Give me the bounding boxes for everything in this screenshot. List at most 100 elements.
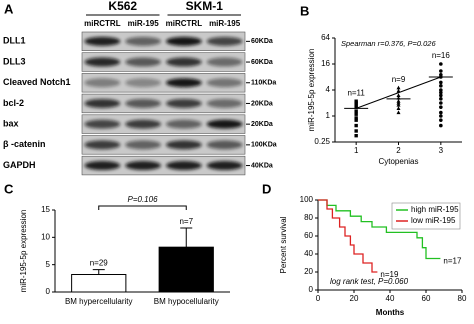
- x-tick-label: 0: [316, 294, 321, 303]
- blot-band: [206, 140, 243, 150]
- size-label: 60KDa: [251, 59, 273, 66]
- survival-line: [318, 199, 441, 260]
- panel-label: C: [4, 181, 14, 196]
- point: [354, 116, 358, 120]
- protein-label: bax: [3, 119, 19, 129]
- point: [439, 80, 443, 85]
- point: [396, 85, 401, 90]
- x-tick-label: 3: [439, 146, 444, 155]
- blot-band: [84, 36, 121, 46]
- x-tick-label: 80: [458, 294, 467, 303]
- point: [396, 88, 401, 93]
- point: [354, 112, 358, 116]
- legend-label: high miR-195: [411, 205, 459, 214]
- y-tick-label: 60: [304, 231, 313, 240]
- blot-band: [206, 119, 243, 129]
- point: [439, 123, 443, 128]
- x-tick-label: 60: [422, 294, 431, 303]
- point: [354, 101, 358, 105]
- blot-band: [165, 161, 202, 171]
- y-tick-label: 100: [300, 195, 314, 204]
- point: [396, 93, 401, 97]
- x-tick-label: BM hypercellularity: [65, 297, 133, 306]
- x-tick-label: 1: [354, 146, 359, 155]
- point: [439, 90, 443, 95]
- blot-band: [165, 36, 202, 46]
- y-tick-label: 64: [321, 33, 330, 42]
- y-tick-label: 5: [46, 260, 51, 269]
- blot-band: [125, 119, 162, 129]
- blot-band: [125, 57, 162, 67]
- blot-band: [165, 98, 202, 108]
- blot-band: [206, 57, 243, 67]
- point: [354, 123, 358, 128]
- point: [396, 106, 401, 110]
- point: [354, 129, 358, 133]
- x-tick-label: BM hypocellularity: [154, 297, 219, 306]
- point: [354, 103, 358, 107]
- point: [439, 114, 443, 118]
- panel-label: B: [300, 3, 309, 18]
- survival-line: [318, 199, 378, 273]
- lane-label: miR-195: [209, 19, 241, 28]
- error-bar: [180, 227, 193, 248]
- y-tick-label: 1: [326, 111, 331, 120]
- end-label: n=17: [443, 257, 462, 266]
- point: [354, 133, 358, 138]
- legend-label: low miR-195: [411, 216, 456, 225]
- point: [439, 88, 443, 92]
- point: [396, 102, 401, 107]
- annotation: Spearman r=0.376, P=0.026: [341, 39, 436, 48]
- point: [439, 93, 443, 98]
- point: [439, 118, 443, 122]
- size-label: 60KDa: [251, 38, 273, 45]
- y-tick-label: 4: [326, 85, 331, 94]
- point: [354, 118, 358, 122]
- point: [354, 105, 358, 109]
- blot-band: [206, 98, 243, 108]
- blot-strip: [81, 155, 246, 176]
- bar-label: n=29: [90, 259, 109, 268]
- cell-line-label: SKM-1: [186, 0, 224, 13]
- x-tick-label: 2: [396, 146, 401, 155]
- group-label: n=9: [392, 75, 406, 84]
- cell-line-label: K562: [108, 0, 137, 13]
- point: [439, 97, 443, 101]
- blot-strip: [81, 52, 246, 72]
- legend-box: [391, 202, 461, 230]
- size-label: 20KDa: [251, 121, 273, 128]
- protein-label: bcl-2: [3, 98, 24, 108]
- point: [439, 105, 443, 109]
- point: [439, 84, 443, 88]
- panel-label: D: [262, 181, 271, 196]
- blot-strip: [81, 135, 246, 155]
- point: [354, 99, 358, 103]
- y-axis-label: Percent survival: [279, 216, 288, 273]
- error-bar: [92, 269, 105, 275]
- blot-band: [206, 36, 243, 46]
- lane-label: miRCTRL: [84, 19, 121, 28]
- end-label: n=19: [380, 270, 399, 279]
- y-tick-label: 40: [304, 249, 313, 258]
- point: [396, 100, 401, 105]
- bar: [158, 246, 214, 293]
- protein-label: GAPDH: [3, 160, 36, 170]
- blot-strip: [81, 73, 246, 93]
- size-label: 110KDa: [251, 80, 276, 87]
- y-tick-label: 80: [304, 213, 313, 222]
- size-label: 20KDa: [251, 100, 273, 107]
- blot-band: [84, 140, 121, 150]
- blot-band: [165, 119, 202, 129]
- comparison-label: P=0.106: [127, 195, 158, 204]
- bar: [71, 274, 127, 293]
- annotation: log rank test, P=0.060: [330, 277, 409, 286]
- y-tick-label: 10: [41, 232, 50, 241]
- group-label: n=11: [347, 88, 365, 97]
- blot-band: [206, 78, 243, 88]
- blot-band: [84, 78, 121, 88]
- size-label: 40KDa: [251, 162, 273, 169]
- group-label: n=16: [432, 51, 451, 60]
- fit-line: [355, 76, 442, 109]
- blot-band: [84, 57, 121, 67]
